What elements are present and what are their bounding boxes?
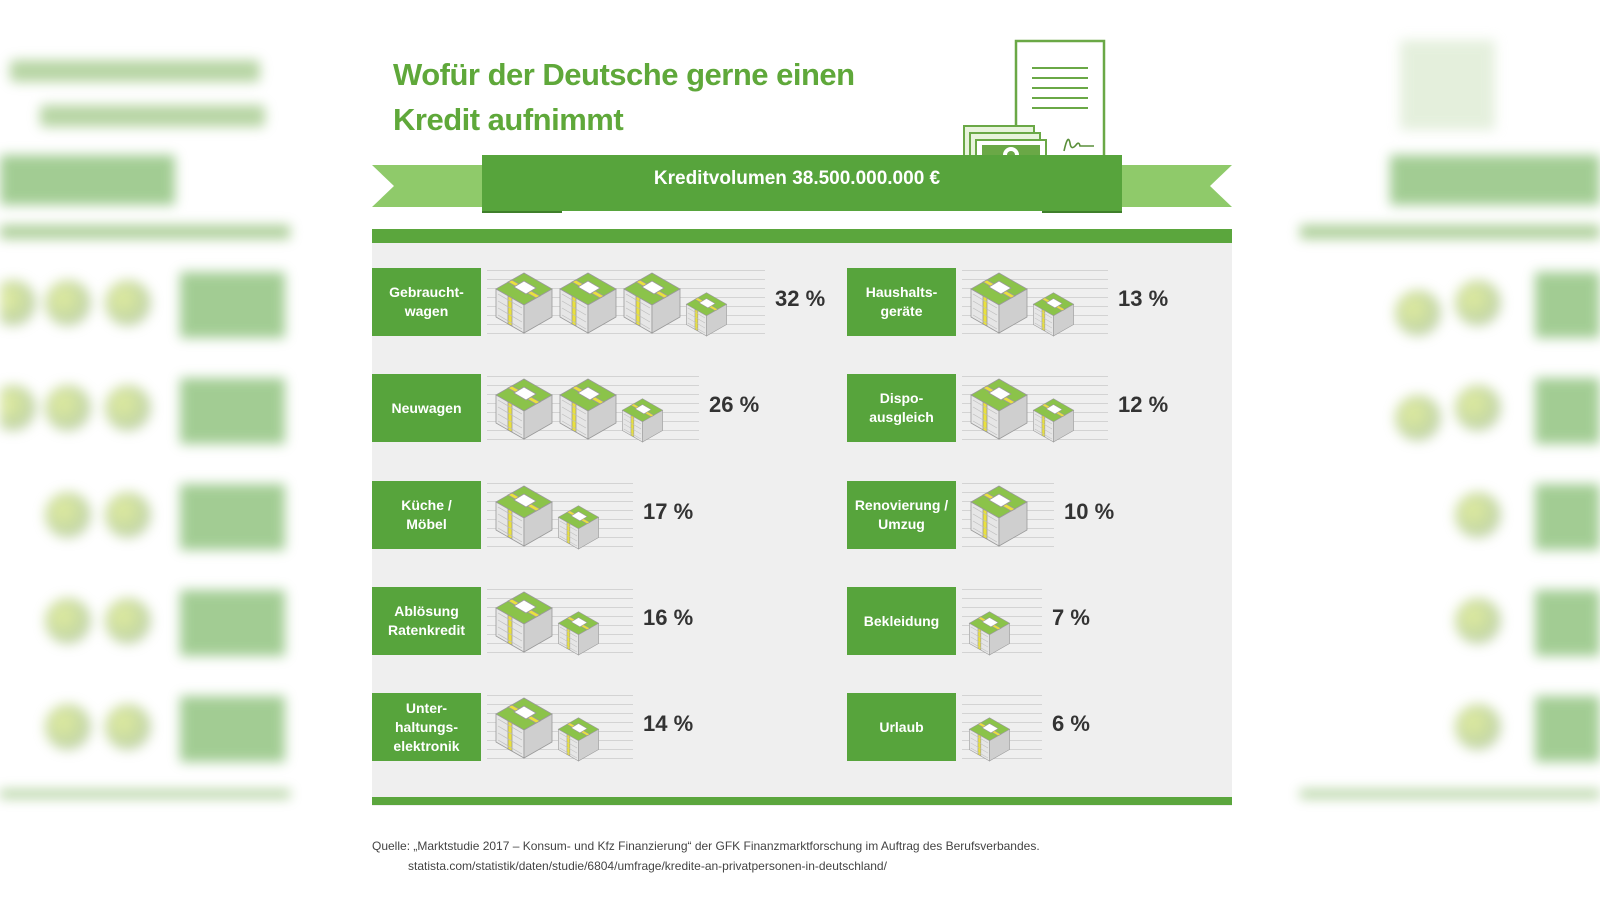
value-label: 12 %	[1118, 392, 1169, 417]
category-label: Ablösung Ratenkredit	[372, 587, 481, 655]
category-row: Ablösung Ratenkredit 16 %	[372, 587, 772, 657]
value-label: 16 %	[643, 605, 694, 630]
value-label: 13 %	[1118, 286, 1169, 311]
category-label: Urlaub	[847, 693, 956, 761]
money-bundle-group	[968, 717, 1011, 762]
category-label: Gebraucht- wagen	[372, 268, 481, 336]
credit-volume-label: Kreditvolumen 38.500.000.000 €	[653, 168, 941, 189]
source-line-2: statista.com/statistik/daten/studie/6804…	[408, 859, 887, 873]
source-line-1: Quelle: „Marktstudie 2017 – Konsum- und …	[372, 839, 1040, 853]
money-bundle-small-icon	[968, 717, 1011, 762]
money-bundle-small-icon	[968, 611, 1011, 656]
money-bundle-icon	[970, 378, 1028, 440]
category-label: Dispo- ausgleich	[847, 374, 956, 442]
category-row: Dispo- ausgleich 12 %	[847, 374, 1247, 444]
money-bundle-group	[968, 611, 1011, 656]
money-bundle-group	[495, 378, 664, 443]
money-bundle-group	[495, 272, 728, 337]
money-bundle-icon	[495, 697, 553, 759]
category-label: Bekleidung	[847, 587, 956, 655]
chart-title-line-1: Wofür der Deutsche gerne einen	[393, 57, 855, 92]
money-bundle-small-icon	[557, 611, 600, 656]
category-row: Renovierung / Umzug 10 %	[847, 481, 1247, 551]
panel-bottom-border	[372, 797, 1232, 805]
money-bundle-group	[970, 378, 1075, 443]
category-label: Haushalts- geräte	[847, 268, 956, 336]
value-label: 32 %	[775, 286, 826, 311]
money-bundle-small-icon	[1032, 292, 1075, 337]
category-label: Renovierung / Umzug	[847, 481, 956, 549]
money-bundle-icon	[495, 378, 553, 440]
money-bundle-icon	[623, 272, 681, 334]
money-bundle-group	[495, 591, 600, 656]
source-note: Quelle: „Marktstudie 2017 – Konsum- und …	[372, 836, 1272, 876]
category-row: Neuwagen 26 %	[372, 374, 772, 444]
category-row: Urlaub 6 %	[847, 693, 1247, 763]
volume-ribbon: Kreditvolumen 38.500.000.000 €	[372, 155, 1232, 217]
value-label: 6 %	[1052, 711, 1090, 736]
ribbon-shape	[372, 155, 1232, 213]
value-label: 26 %	[709, 392, 760, 417]
credit-contract-icon	[963, 39, 1106, 171]
category-label: Neuwagen	[372, 374, 481, 442]
money-bundle-group	[970, 272, 1075, 337]
money-bundle-small-icon	[557, 717, 600, 762]
money-bundle-icon	[559, 378, 617, 440]
money-bundle-small-icon	[685, 292, 728, 337]
value-label: 7 %	[1052, 605, 1090, 630]
money-bundle-icon	[970, 485, 1028, 547]
category-label: Unter- haltungs- elektronik	[372, 693, 481, 761]
chart-title: Wofür der Deutsche gerne einen Kredit au…	[393, 52, 913, 142]
value-label: 10 %	[1064, 499, 1115, 524]
value-label: 14 %	[643, 711, 694, 736]
category-row: Unter- haltungs- elektronik 14 %	[372, 693, 772, 763]
money-bundle-group	[495, 485, 600, 550]
chart-title-line-2: Kredit aufnimmt	[393, 102, 624, 137]
panel-top-border	[372, 229, 1232, 243]
money-bundle-group	[970, 485, 1028, 547]
blurred-background-right	[1300, 0, 1600, 900]
money-bundle-icon	[559, 272, 617, 334]
money-bundle-small-icon	[557, 505, 600, 550]
category-row: Haushalts- geräte 13 %	[847, 268, 1247, 338]
money-bundle-icon	[970, 272, 1028, 334]
money-bundle-icon	[495, 272, 553, 334]
money-bundle-icon	[495, 591, 553, 653]
category-row: Bekleidung 7 %	[847, 587, 1247, 657]
value-label: 17 %	[643, 499, 694, 524]
money-bundle-group	[495, 697, 600, 762]
category-row: Küche / Möbel 17 %	[372, 481, 772, 551]
money-bundle-small-icon	[1032, 398, 1075, 443]
blurred-background-left	[0, 0, 300, 900]
category-label: Küche / Möbel	[372, 481, 481, 549]
money-bundle-icon	[495, 485, 553, 547]
money-bundle-small-icon	[621, 398, 664, 443]
category-row: Gebraucht- wagen 32 %	[372, 268, 825, 338]
